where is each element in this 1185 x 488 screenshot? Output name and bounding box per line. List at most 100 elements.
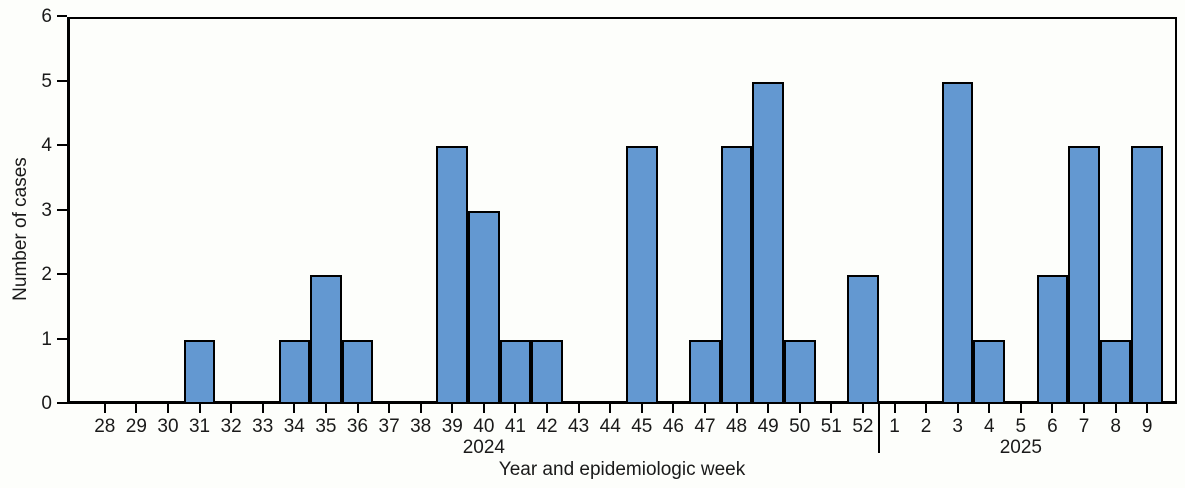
bar-week-39 [436,146,469,404]
bar-week-49 [752,81,784,404]
x-tick [1114,404,1117,413]
bar-week-35 [310,275,342,404]
x-tick-label: 35 [315,416,337,437]
bar-week-9 [1131,146,1163,404]
x-tick-label: 36 [346,416,369,437]
x-tick [166,404,169,413]
y-tick [57,79,67,82]
x-tick [482,404,485,413]
x-tick-label: 39 [441,416,463,437]
x-tick-label: 30 [157,416,179,437]
x-tick [1146,404,1149,413]
x-tick [198,404,201,413]
x-tick [767,404,770,413]
bar-week-42 [531,339,563,404]
x-tick [798,404,801,413]
bar-week-31 [183,339,216,404]
x-tick-label: 37 [378,416,400,437]
x-tick [419,404,422,413]
x-tick-label: 50 [789,416,811,437]
y-tick [57,144,67,146]
y-tick-label: 0 [41,393,52,414]
x-tick-label: 45 [631,416,653,437]
x-tick [988,404,991,413]
x-tick [293,404,296,413]
year-label-2025: 2025 [999,437,1042,458]
y-tick [57,337,67,340]
bar-week-34 [278,339,311,404]
x-tick [861,404,864,413]
y-tick-label: 6 [41,6,52,27]
y-tick [57,273,67,275]
bar-week-8 [1099,339,1132,404]
y-tick-label: 3 [41,199,52,221]
bar-week-6 [1036,275,1069,404]
bar-week-45 [626,146,658,404]
x-tick [672,404,675,413]
x-tick-label: 5 [1015,416,1027,437]
x-tick [324,404,327,413]
x-tick-label: 34 [283,416,305,437]
x-tick [956,404,959,413]
x-tick-label: 8 [1110,416,1121,437]
bar-week-41 [499,339,532,404]
x-tick-label: 46 [662,416,684,437]
x-tick [577,404,580,413]
x-tick [261,404,264,413]
x-tick [451,404,454,413]
x-tick [230,404,233,413]
x-tick-label: 29 [125,416,147,437]
x-tick-label: 2 [920,416,932,437]
x-tick-label: 43 [568,416,590,437]
bar-week-3 [941,81,974,404]
y-tick-label: 4 [41,135,52,156]
x-tick-label: 1 [889,416,900,437]
x-tick-label: 6 [1047,416,1058,437]
x-tick-label: 4 [983,416,995,437]
x-tick-label: 42 [536,416,558,437]
plot-area [67,17,1177,404]
x-tick-label: 41 [504,416,526,437]
x-tick-label: 49 [757,416,779,437]
x-tick [830,404,833,413]
year-separator-line [877,401,880,453]
y-tick-label: 5 [41,70,52,92]
x-tick [1019,404,1022,413]
x-tick [103,404,106,413]
bar-week-48 [720,146,753,404]
x-tick-label: 38 [410,416,432,437]
x-tick-label: 31 [188,416,211,437]
x-tick [546,404,549,413]
y-tick [57,402,67,404]
x-tick [1083,404,1086,413]
x-tick-label: 52 [852,416,874,437]
x-tick [1051,404,1054,413]
x-tick [356,404,359,413]
x-tick-label: 32 [220,416,242,437]
x-tick-label: 3 [952,416,963,437]
x-tick [735,404,738,413]
x-tick [388,404,391,413]
bar-week-36 [341,339,374,404]
bar-week-7 [1068,146,1100,404]
x-axis-title: Year and epidemiologic week [498,459,746,480]
x-tick [514,404,517,413]
bar-week-47 [689,339,721,404]
x-tick-label: 51 [820,416,842,437]
bar-week-50 [783,339,816,404]
y-tick-label: 1 [41,328,52,350]
x-tick [640,404,643,413]
x-tick-label: 47 [694,416,716,437]
x-tick-label: 7 [1078,416,1090,437]
x-tick-label: 40 [473,416,495,437]
bar-week-40 [468,210,500,404]
x-tick-label: 28 [94,416,116,437]
x-tick [893,404,896,413]
x-tick-label: 48 [725,416,748,437]
y-tick [57,15,67,17]
y-tick-label: 2 [41,264,52,285]
